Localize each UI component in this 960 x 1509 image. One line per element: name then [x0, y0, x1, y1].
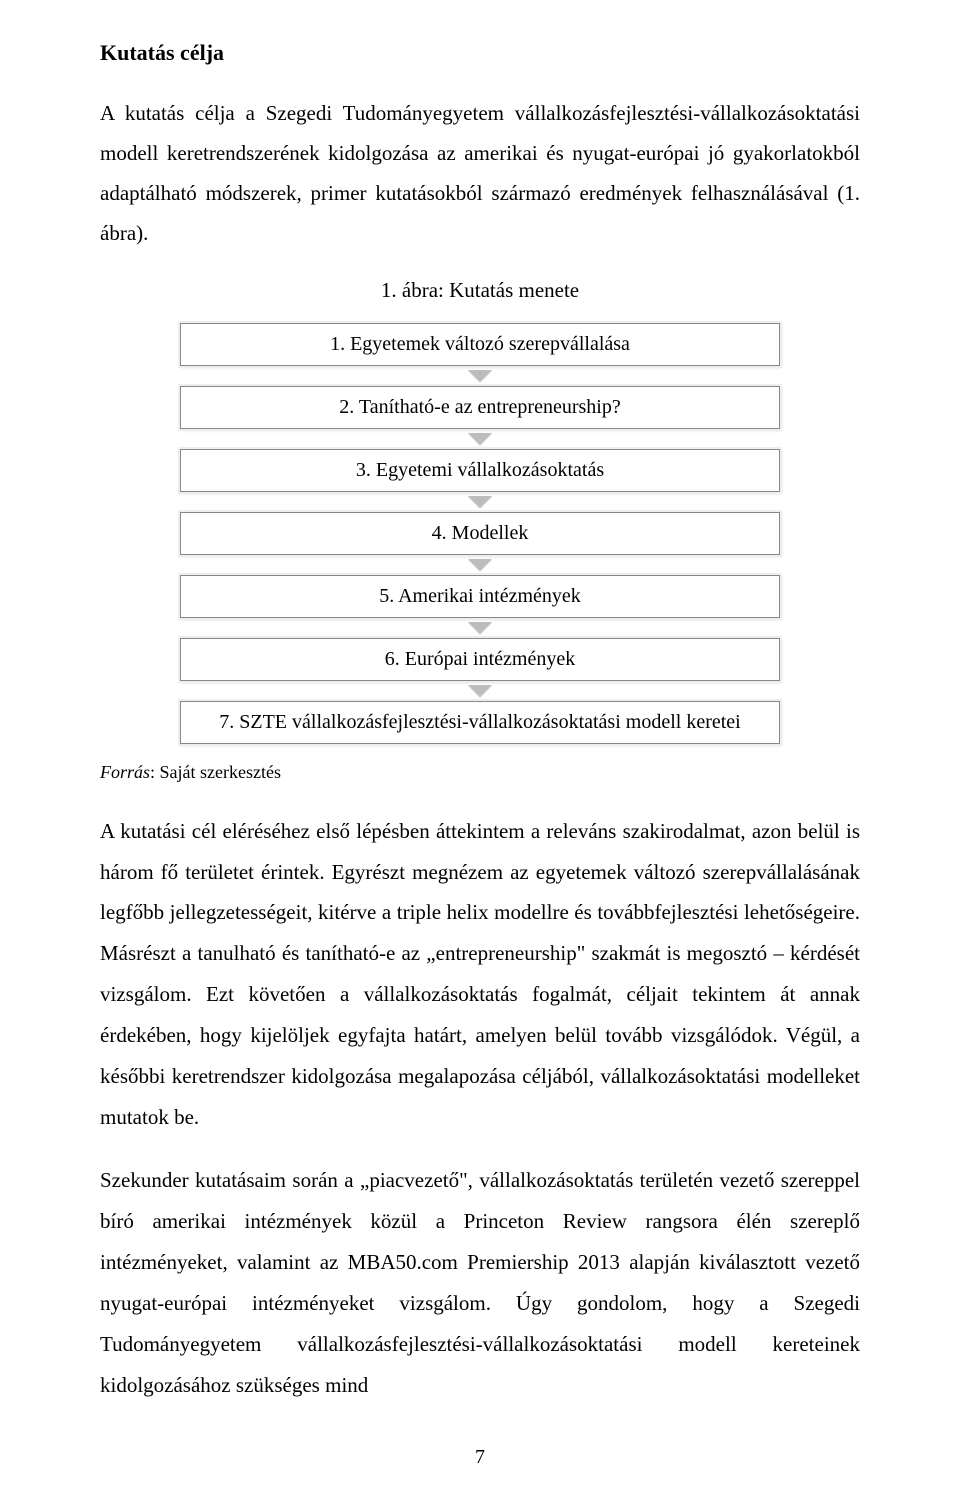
flow-step: 2. Tanítható-e az entrepreneurship?: [180, 386, 780, 429]
page-title: Kutatás célja: [100, 40, 860, 66]
arrow-down-icon: [468, 496, 492, 508]
document-page: Kutatás célja A kutatás célja a Szegedi …: [0, 0, 960, 1509]
body-paragraph-1: A kutatási cél eléréséhez első lépésben …: [100, 811, 860, 1139]
page-number: 7: [100, 1446, 860, 1469]
source-label: Forrás: [100, 762, 150, 782]
intro-paragraph: A kutatás célja a Szegedi Tudományegyete…: [100, 94, 860, 254]
body-paragraph-2: Szekunder kutatásaim során a „piacvezető…: [100, 1160, 860, 1406]
figure-caption: 1. ábra: Kutatás menete: [100, 278, 860, 303]
flow-step: 3. Egyetemi vállalkozásoktatás: [180, 449, 780, 492]
flowchart: 1. Egyetemek változó szerepvállalása 2. …: [180, 323, 780, 744]
arrow-down-icon: [468, 685, 492, 697]
flow-step: 1. Egyetemek változó szerepvállalása: [180, 323, 780, 366]
flow-step: 7. SZTE vállalkozásfejlesztési-vállalkoz…: [180, 701, 780, 744]
flow-step: 5. Amerikai intézmények: [180, 575, 780, 618]
arrow-down-icon: [468, 433, 492, 445]
arrow-down-icon: [468, 370, 492, 382]
arrow-down-icon: [468, 622, 492, 634]
source-text: : Saját szerkesztés: [150, 762, 281, 782]
flow-step: 4. Modellek: [180, 512, 780, 555]
flow-step: 6. Európai intézmények: [180, 638, 780, 681]
arrow-down-icon: [468, 559, 492, 571]
figure-source: Forrás: Saját szerkesztés: [100, 762, 860, 783]
